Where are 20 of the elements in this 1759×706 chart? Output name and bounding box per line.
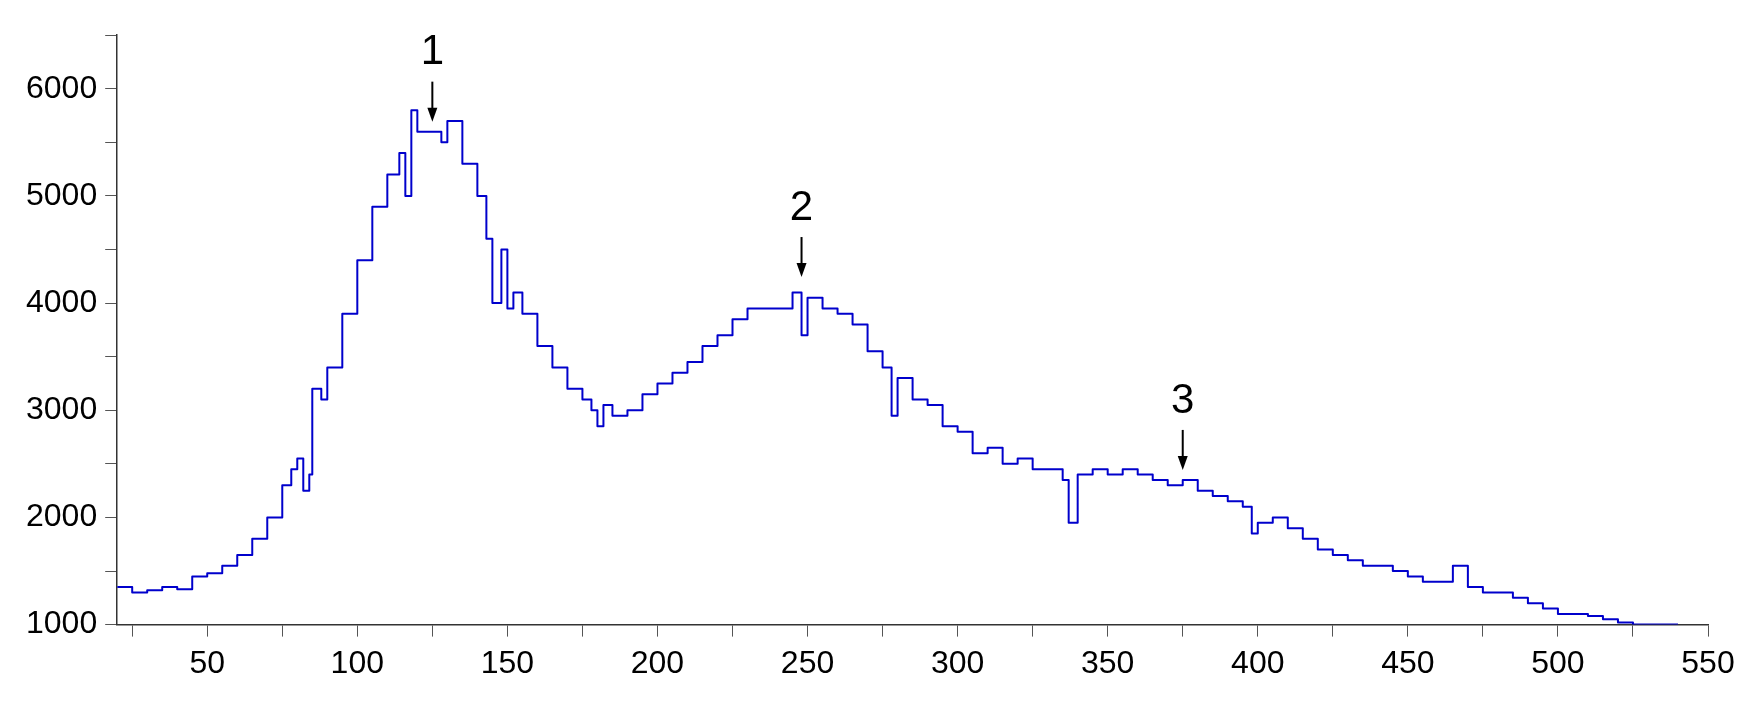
y-tick-label: 1000 — [26, 604, 98, 641]
x-tick-label: 50 — [189, 643, 226, 680]
x-tick-label: 550 — [1681, 643, 1735, 680]
annotation: 3 — [1171, 374, 1195, 422]
x-tick-label: 250 — [780, 643, 835, 680]
x-tick-label: 200 — [630, 643, 685, 680]
y-tick-label: 6000 — [26, 68, 98, 105]
annotation: 2 — [789, 181, 814, 229]
x-tick-label: 150 — [480, 643, 535, 680]
x-tick-label: 500 — [1531, 643, 1585, 680]
annotation: 1 — [420, 26, 445, 74]
y-tick-label: 5000 — [26, 175, 98, 212]
x-tick-label: 100 — [330, 643, 385, 680]
x-tick-label: 300 — [930, 643, 985, 680]
y-tick-label: 4000 — [26, 282, 98, 319]
y-tick-label: 3000 — [26, 390, 98, 427]
x-tick-label: 450 — [1381, 643, 1435, 680]
x-tick-label: 400 — [1231, 643, 1285, 680]
x-tick-label: 350 — [1081, 643, 1135, 680]
y-tick-label: 2000 — [26, 497, 98, 534]
